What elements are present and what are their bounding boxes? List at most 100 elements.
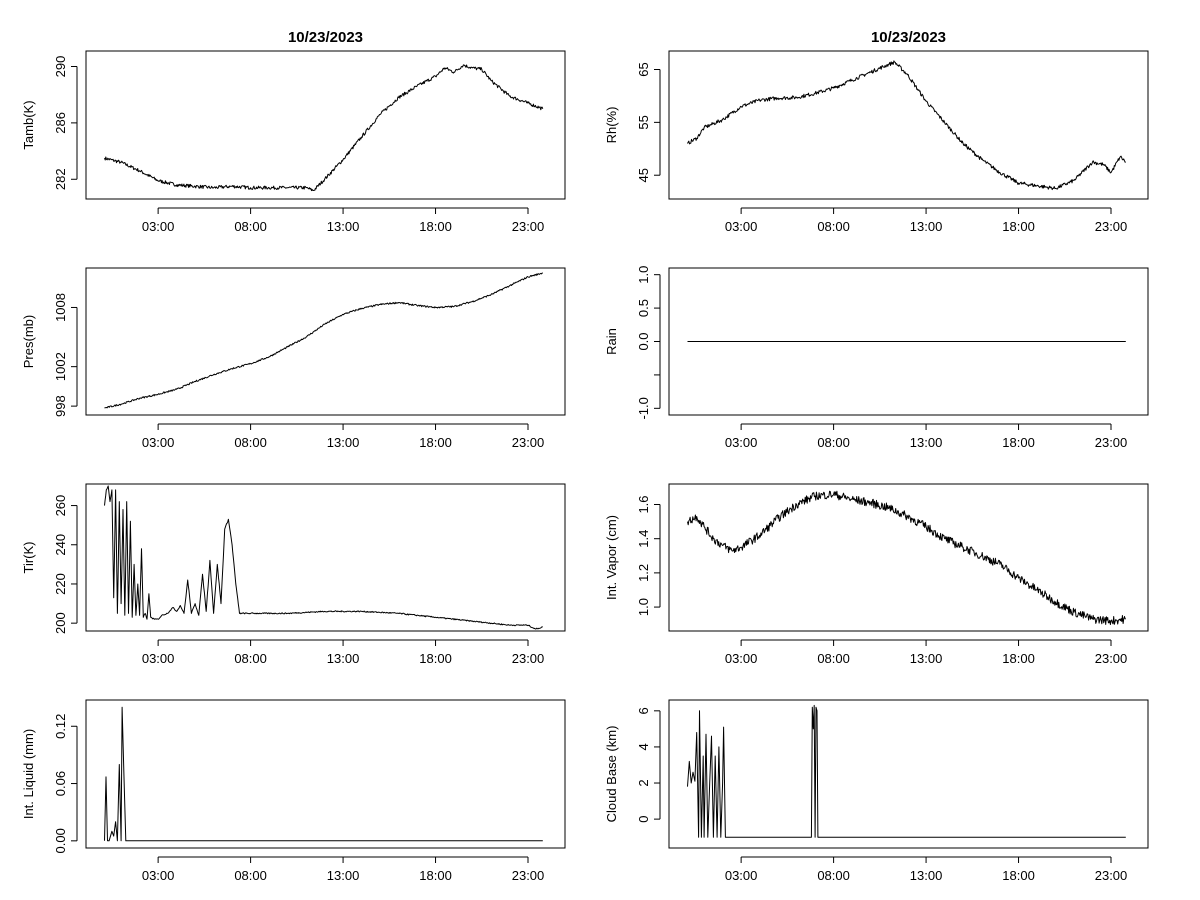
plot-frame (85, 699, 566, 849)
series-line-vapor (687, 490, 1126, 625)
x-tick-label: 03:00 (142, 868, 175, 883)
panel-rh: 10/23/2023 03:00 08:00 13:00 18:00 23:00 45 55 6… (604, 29, 1149, 234)
y-tick-label: 0.0 (636, 332, 651, 350)
x-tick-label: 03:00 (725, 651, 758, 666)
x-tick-label: 13:00 (910, 651, 943, 666)
y-tick-label: 1.0 (636, 598, 651, 616)
x-tick-label: 18:00 (1002, 219, 1035, 234)
x-tick-label: 18:00 (1002, 868, 1035, 883)
series-line-rh (687, 60, 1126, 191)
plot-frame (668, 50, 1149, 200)
x-tick-label: 23:00 (512, 219, 545, 234)
y-tick-label: 220 (53, 573, 68, 595)
x-tick-label: 18:00 (419, 219, 452, 234)
x-tick-label: 08:00 (234, 219, 267, 234)
panel-tamb: 10/23/2023 03:00 08:00 13:00 18:00 23:00 282 28… (21, 29, 566, 234)
y-tick-label: 240 (53, 534, 68, 556)
y-axis-label: Tamb(K) (21, 100, 36, 149)
x-tick-label: 13:00 (910, 435, 943, 450)
series-line-tamb (104, 64, 544, 192)
x-tick-label: 23:00 (1095, 868, 1128, 883)
x-tick-label: 18:00 (419, 868, 452, 883)
x-tick-label: 23:00 (1095, 435, 1128, 450)
x-tick-label: 08:00 (817, 651, 850, 666)
y-tick-label: 0.00 (53, 828, 68, 853)
y-axis-label: Rain (604, 328, 619, 355)
panel-pres: 03:00 08:00 13:00 18:00 23:00 998 1002 1008 Pres… (21, 267, 566, 450)
y-tick-label: 1.4 (636, 530, 651, 548)
x-tick-label: 08:00 (234, 435, 267, 450)
x-tick-label: 03:00 (725, 868, 758, 883)
x-tick-label: 08:00 (234, 651, 267, 666)
x-tick-label: 18:00 (1002, 651, 1035, 666)
y-tick-label: 998 (53, 395, 68, 417)
series-line-liquid (104, 706, 543, 842)
x-tick-label: 23:00 (1095, 651, 1128, 666)
y-tick-label: 0.06 (53, 771, 68, 796)
plot-frame (668, 699, 1149, 849)
x-tick-label: 18:00 (1002, 435, 1035, 450)
y-tick-label: 1.6 (636, 495, 651, 513)
series-line-pres (104, 272, 543, 409)
x-tick-label: 13:00 (327, 435, 360, 450)
x-tick-label: 23:00 (512, 651, 545, 666)
x-tick-label: 03:00 (142, 435, 175, 450)
x-tick-label: 13:00 (327, 651, 360, 666)
y-axis-label: Int. Liquid (mm) (21, 729, 36, 819)
plot-frame (85, 267, 566, 416)
y-tick-label: 45 (636, 168, 651, 182)
plot-frame (668, 483, 1149, 632)
y-tick-label: 1.2 (636, 564, 651, 582)
y-axis-label: Tir(K) (21, 541, 36, 573)
x-tick-label: 18:00 (419, 435, 452, 450)
series-line-cloudbase (687, 704, 1126, 838)
y-tick-label: 0.5 (636, 299, 651, 317)
y-tick-label: 1002 (53, 352, 68, 381)
y-tick-label: 290 (53, 56, 68, 78)
panel-liquid: 03:00 08:00 13:00 18:00 23:00 0.00 0.06 0.12 Int… (21, 699, 566, 883)
y-tick-label: 286 (53, 112, 68, 134)
plot-frame (85, 50, 566, 200)
y-tick-label: -1.0 (636, 397, 651, 419)
x-tick-label: 08:00 (817, 868, 850, 883)
x-tick-label: 08:00 (234, 868, 267, 883)
y-tick-label: 4 (636, 743, 651, 750)
x-tick-label: 03:00 (725, 219, 758, 234)
panel-cloudbase: 03:00 08:00 13:00 18:00 23:00 0 2 4 6 Cloud Base … (604, 699, 1149, 883)
y-axis-label: Int. Vapor (cm) (604, 515, 619, 600)
y-axis-label: Pres(mb) (21, 315, 36, 368)
x-tick-label: 03:00 (142, 651, 175, 666)
x-tick-label: 03:00 (142, 219, 175, 234)
y-tick-label: 260 (53, 495, 68, 517)
x-tick-label: 08:00 (817, 219, 850, 234)
y-axis-label: Cloud Base (km) (604, 726, 619, 823)
y-tick-label: 0 (636, 816, 651, 823)
chart-title: 10/23/2023 (288, 29, 363, 46)
y-tick-label: 200 (53, 612, 68, 634)
y-tick-label: 1.0 (636, 266, 651, 284)
x-tick-label: 13:00 (327, 868, 360, 883)
plot-frame (85, 483, 566, 632)
chart-title: 10/23/2023 (871, 29, 946, 46)
y-tick-label: 6 (636, 707, 651, 714)
x-tick-label: 23:00 (1095, 219, 1128, 234)
x-tick-label: 23:00 (512, 435, 545, 450)
y-tick-label: 0.12 (53, 714, 68, 739)
series-line-tir (104, 485, 543, 630)
panel-vapor: 03:00 08:00 13:00 18:00 23:00 1.0 1.2 1.4 1.6 Int… (604, 483, 1149, 666)
y-tick-label: 65 (636, 62, 651, 76)
y-tick-label: 2 (636, 779, 651, 786)
panel-rain: 03:00 08:00 13:00 18:00 23:00 -1.0 0.0 0.5 1.0 Ra… (604, 266, 1149, 450)
plot-frame (668, 267, 1149, 416)
x-tick-label: 23:00 (512, 868, 545, 883)
y-tick-label: 55 (636, 115, 651, 129)
x-tick-label: 08:00 (817, 435, 850, 450)
x-tick-label: 13:00 (910, 219, 943, 234)
x-tick-label: 03:00 (725, 435, 758, 450)
x-tick-label: 13:00 (910, 868, 943, 883)
x-tick-label: 13:00 (327, 219, 360, 234)
panel-tir: 03:00 08:00 13:00 18:00 23:00 200 220 240 260 Tir… (21, 483, 566, 666)
x-tick-label: 18:00 (419, 651, 452, 666)
y-tick-label: 1008 (53, 293, 68, 322)
